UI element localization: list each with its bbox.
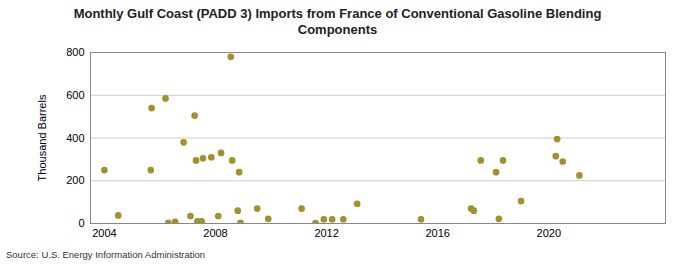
html-text:Source: U.S. Energy Informatio: Source: U.S. Energy Information Administ… — [6, 249, 206, 260]
html-text:Monthly Gulf Coast (PADD 3) Im: Monthly Gulf Coast (PADD 3) Imports from… — [73, 6, 602, 37]
svg-text:800: 800 — [66, 46, 84, 58]
svg-text:2012: 2012 — [314, 227, 338, 239]
svg-text:Thousand Barrels: Thousand Barrels — [36, 94, 48, 181]
svg-text:2008: 2008 — [203, 227, 227, 239]
svg-text:0: 0 — [78, 217, 84, 229]
svg-text:2004: 2004 — [92, 227, 116, 239]
svg-text:2020: 2020 — [537, 227, 561, 239]
svg-text:600: 600 — [66, 89, 84, 101]
svg-text:200: 200 — [66, 174, 84, 186]
svg-text:2016: 2016 — [425, 227, 449, 239]
svg-text:400: 400 — [66, 132, 84, 144]
